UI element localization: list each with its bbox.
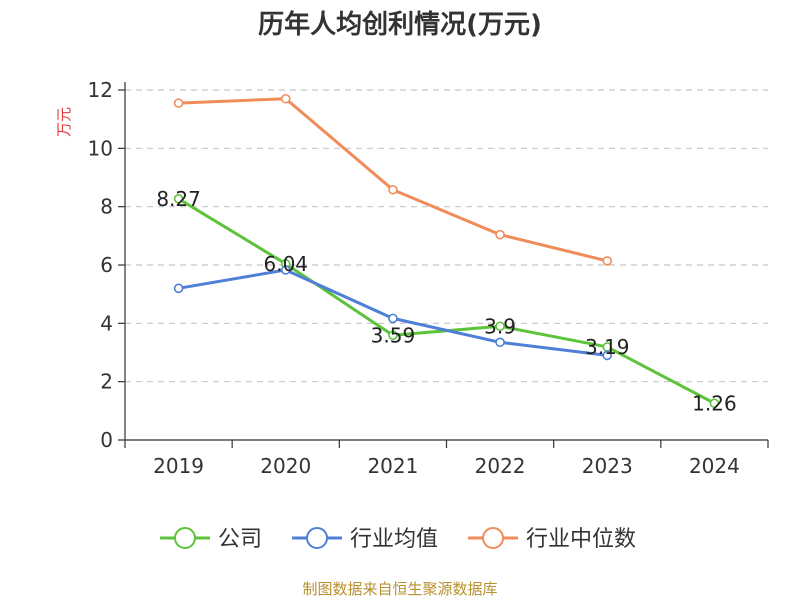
source-note: 制图数据来自恒生聚源数据库 [302, 580, 498, 598]
data-point[interactable] [495, 337, 505, 348]
legend-item-0[interactable]: 公司 [160, 527, 262, 552]
data-point[interactable] [173, 193, 184, 204]
legend-item-1[interactable]: 行业均值 [292, 527, 438, 552]
data-point[interactable] [709, 398, 720, 409]
data-point[interactable] [280, 93, 291, 104]
data-point[interactable] [602, 256, 613, 266]
x-tick-label: 2023 [582, 454, 633, 478]
legend-marker [306, 527, 329, 549]
data-point[interactable] [602, 350, 613, 361]
gridlines [125, 89, 768, 383]
legend-label: 公司 [218, 527, 262, 552]
data-point[interactable] [388, 330, 398, 341]
data-point[interactable] [495, 321, 505, 332]
legend-marker [482, 527, 505, 549]
legend-item-2[interactable]: 行业中位数 [468, 527, 636, 552]
data-label: 3.19 [585, 335, 630, 359]
x-tick-label: 2021 [367, 454, 418, 478]
y-tick-label: 6 [100, 253, 113, 277]
x-tick-label: 2019 [153, 454, 204, 478]
data-labels: 8.27 6.04 3.59 3.9 3.19 1.26 [156, 187, 736, 415]
y-tick-label: 10 [88, 136, 113, 160]
y-tick-label: 0 [100, 428, 113, 452]
y-tick-label: 8 [100, 195, 113, 219]
data-label: 8.27 [156, 187, 201, 211]
y-axis: 0 2 4 6 8 10 12 [88, 78, 126, 452]
legend-label: 行业均值 [350, 527, 438, 552]
data-point[interactable] [173, 283, 184, 294]
x-axis: 2019 2020 2021 2022 2023 2024 [124, 439, 769, 478]
x-tick-label: 2022 [475, 454, 526, 478]
data-point[interactable] [495, 229, 505, 240]
y-tick-label: 2 [100, 370, 113, 394]
data-label: 3.59 [371, 323, 416, 347]
data-label: 3.9 [484, 314, 516, 338]
x-tick-label: 2024 [689, 454, 740, 478]
data-point[interactable] [388, 184, 398, 195]
legend-marker [174, 527, 196, 549]
chart-title: 历年人均创利情况(万元) [258, 10, 542, 40]
legend: 公司 行业均值 行业中位数 [160, 527, 636, 552]
y-tick-label: 4 [100, 311, 113, 335]
series-line-0 [177, 197, 716, 405]
data-label: 6.04 [263, 252, 308, 276]
y-axis-label: 万元 [55, 107, 73, 137]
series-group [173, 93, 720, 409]
data-point[interactable] [173, 98, 184, 108]
data-point[interactable] [280, 265, 291, 275]
data-point[interactable] [388, 313, 398, 324]
x-tick-label: 2020 [260, 454, 311, 478]
legend-label: 行业中位数 [526, 527, 636, 552]
y-tick-label: 12 [88, 78, 113, 102]
data-label: 1.26 [692, 391, 737, 415]
